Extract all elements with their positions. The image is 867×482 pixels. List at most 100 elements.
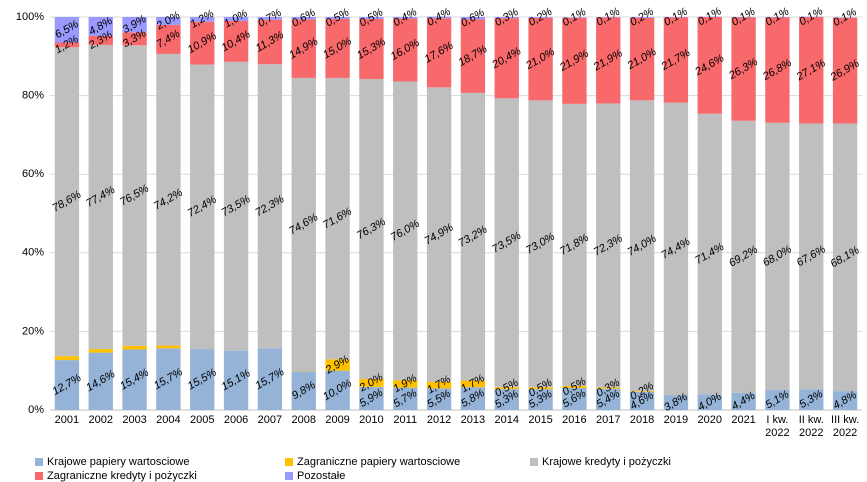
x-tick-label: 2012	[427, 414, 451, 426]
bar-segment	[156, 345, 181, 349]
x-tick-label: 2001	[55, 414, 79, 426]
bar-segment	[359, 386, 384, 410]
legend-swatch	[285, 472, 293, 480]
bar-segment	[528, 100, 553, 388]
bar-segment	[731, 392, 756, 410]
bar-segment	[596, 388, 621, 410]
bar-segment	[325, 370, 350, 410]
bar-segment	[291, 17, 316, 20]
bar-segment	[122, 345, 147, 350]
legend-swatch	[35, 458, 43, 466]
bar-segment	[257, 348, 283, 410]
legend-label: Pozostałe	[297, 470, 345, 482]
x-tick-label: 2018	[630, 414, 654, 426]
bar-segment	[156, 24, 181, 54]
x-tick-label: 2016	[562, 414, 586, 426]
bar-segment	[291, 77, 316, 372]
x-tick-label: 2009	[325, 414, 349, 426]
bar-segment	[156, 17, 181, 25]
x-tick-label: 2013	[461, 414, 485, 426]
y-tick-label: 80%	[22, 90, 44, 102]
bar-segment	[291, 371, 316, 410]
bar-segment	[629, 391, 655, 392]
bar-segment	[426, 87, 452, 382]
bar-segment	[426, 18, 452, 88]
bar-segment	[697, 113, 722, 395]
x-tick-label: 2019	[664, 414, 688, 426]
legend-swatch	[530, 458, 538, 466]
x-tick-label: 2021	[731, 414, 755, 426]
bar-segment	[765, 17, 790, 123]
x-tick-label: 2007	[258, 414, 282, 426]
bar-segment	[393, 18, 418, 82]
bar-segment	[393, 380, 418, 388]
bar-segment	[799, 17, 824, 124]
bar-segment	[426, 388, 452, 410]
bar-segment	[460, 92, 486, 381]
bar-segment	[88, 44, 113, 350]
bar-segment	[359, 378, 384, 387]
y-tick-label: 0%	[28, 404, 44, 416]
bar-segment	[765, 122, 790, 390]
x-tick-label: 2014	[495, 414, 519, 426]
bar-segment	[257, 64, 283, 349]
bar-segment	[190, 21, 215, 65]
bar-segment	[596, 17, 621, 104]
bar-segment	[291, 19, 316, 78]
x-tick-label: 2004	[156, 414, 180, 426]
bar-segment	[663, 395, 689, 410]
bar-segment	[528, 17, 553, 18]
x-tick-label: 2008	[292, 414, 316, 426]
bar-segment	[731, 17, 756, 121]
bar-segment	[122, 32, 147, 46]
bar-segment	[494, 17, 519, 19]
bar-segment	[663, 17, 689, 103]
bar-segment	[832, 391, 858, 410]
bar-segment	[359, 18, 384, 80]
bar-segment	[54, 17, 80, 43]
y-tick-label: 100%	[16, 11, 44, 23]
bar-segment	[325, 17, 350, 19]
bar-segment	[663, 102, 689, 396]
bar-segment	[54, 360, 80, 410]
bar-segment	[528, 387, 553, 390]
bar-segment	[88, 17, 113, 36]
bar-segment	[54, 47, 80, 357]
bar-segment	[122, 45, 147, 346]
bar-segment	[697, 394, 722, 410]
legend-swatch	[285, 458, 293, 466]
bar-segment	[697, 17, 722, 114]
bar-segment	[494, 98, 519, 388]
bar-segment	[359, 17, 384, 19]
bar-segment	[629, 17, 655, 18]
bar-segment	[596, 387, 621, 389]
bar-segment	[88, 35, 113, 45]
bar-segment	[562, 103, 587, 387]
bar-segment	[562, 387, 587, 410]
bar-segment	[528, 17, 553, 101]
x-tick-label: II kw. 2022	[799, 414, 824, 439]
bar-segment	[426, 381, 452, 389]
bar-segment	[629, 391, 655, 410]
x-tick-label: 2006	[224, 414, 248, 426]
bar-segment	[494, 389, 519, 410]
bar-segment	[832, 17, 858, 124]
legend-label: Krajowe kredyty i pożyczki	[542, 456, 671, 468]
x-tick-label: I kw. 2022	[765, 414, 789, 439]
bar-segment	[156, 53, 181, 346]
bar-segment	[460, 19, 486, 93]
bar-segment	[562, 386, 587, 388]
bar-segment	[190, 64, 215, 350]
bar-segment	[359, 79, 384, 379]
bar-segment	[257, 17, 283, 20]
bar-segment	[325, 359, 350, 371]
bar-segment	[393, 387, 418, 410]
bar-segment	[257, 19, 283, 65]
x-tick-label: 2002	[89, 414, 113, 426]
bar-segment	[562, 17, 587, 104]
bar-segment	[460, 387, 486, 410]
bar-segment	[190, 349, 215, 410]
bar-segment	[54, 356, 80, 361]
y-tick-label: 40%	[22, 247, 44, 259]
